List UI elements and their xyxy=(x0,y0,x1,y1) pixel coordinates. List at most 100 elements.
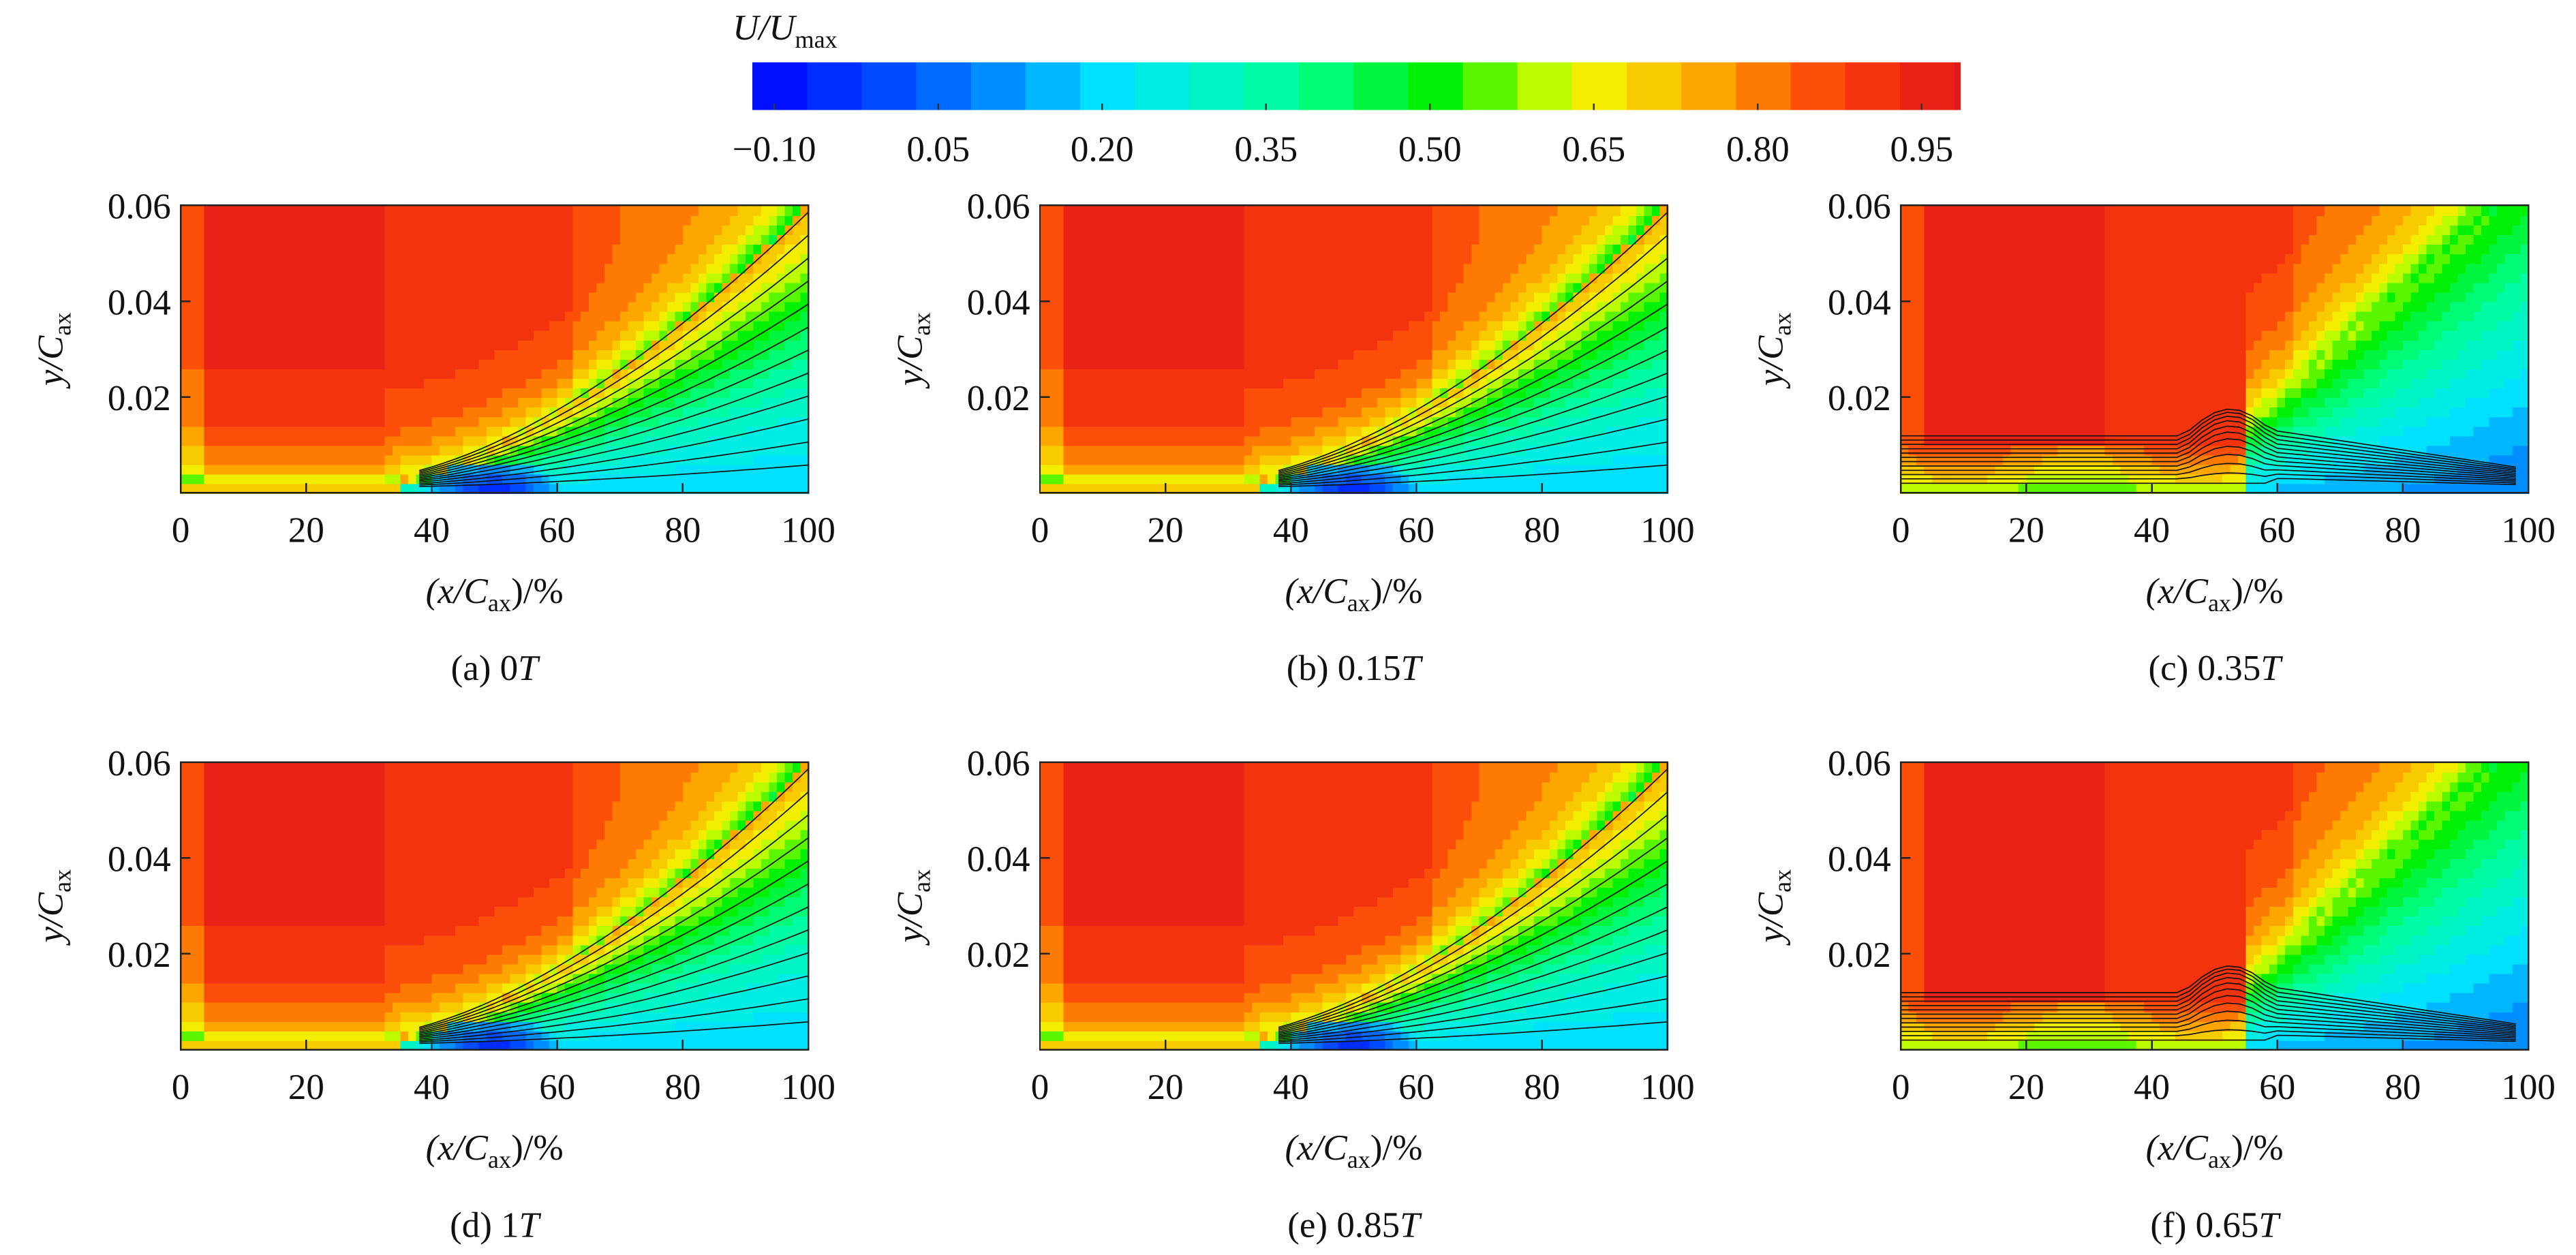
field-cell xyxy=(1510,272,1520,283)
field-cell xyxy=(471,301,480,312)
field-cell xyxy=(447,425,457,437)
field-cell xyxy=(1314,445,1323,456)
field-cell xyxy=(541,281,551,293)
field-cell xyxy=(212,272,221,283)
field-cell xyxy=(1251,243,1261,255)
field-cell xyxy=(1330,397,1339,408)
field-cell xyxy=(502,243,512,255)
field-cell xyxy=(800,454,810,465)
field-cell xyxy=(1338,330,1347,341)
field-cell xyxy=(313,358,323,369)
field-cell xyxy=(1283,454,1292,465)
field-cell xyxy=(1291,377,1300,389)
field-cell xyxy=(400,281,410,293)
field-cell xyxy=(643,474,653,484)
field-cell xyxy=(1494,243,1504,255)
field-cell xyxy=(1557,215,1567,226)
field-cell xyxy=(1126,377,1135,389)
field-cell xyxy=(416,445,425,456)
field-cell xyxy=(408,416,417,427)
field-cell xyxy=(181,387,190,399)
field-cell xyxy=(1377,387,1386,399)
field-cell xyxy=(1173,435,1182,446)
field-cell xyxy=(1141,253,1151,264)
field-cell xyxy=(1471,205,1481,216)
field-cell xyxy=(1087,243,1097,255)
field-cell xyxy=(408,474,417,484)
field-cell xyxy=(793,406,802,418)
field-cell xyxy=(1400,320,1410,331)
field-cell xyxy=(494,292,504,303)
field-cell xyxy=(722,292,731,303)
field-cell xyxy=(1141,445,1151,456)
field-cell xyxy=(369,215,378,226)
field-cell xyxy=(1181,416,1191,427)
field-cell xyxy=(1259,349,1269,360)
field-cell xyxy=(1079,406,1088,418)
field-cell xyxy=(1181,349,1191,360)
field-cell xyxy=(494,234,504,245)
field-cell xyxy=(408,368,417,379)
field-cell xyxy=(1094,445,1104,456)
field-cell xyxy=(1510,301,1520,312)
field-cell xyxy=(1157,406,1167,418)
field-cell xyxy=(212,425,221,437)
field-cell xyxy=(1283,397,1292,408)
field-cell xyxy=(619,215,629,226)
field-cell xyxy=(204,416,213,427)
field-cell xyxy=(290,339,300,350)
field-cell xyxy=(290,253,300,264)
field-cell xyxy=(1471,224,1481,236)
field-cell xyxy=(337,387,347,399)
field-cell xyxy=(361,387,370,399)
field-cell xyxy=(525,406,535,418)
field-cell xyxy=(440,224,449,236)
field-cell xyxy=(204,435,213,446)
field-cell xyxy=(235,215,245,226)
field-cell xyxy=(1409,243,1417,255)
field-cell xyxy=(1314,387,1323,399)
field-cell xyxy=(424,301,433,312)
field-cell xyxy=(1047,349,1057,360)
field-cell xyxy=(745,224,754,236)
field-cell xyxy=(494,205,504,216)
field-cell xyxy=(612,311,622,322)
field-cell xyxy=(1361,349,1370,360)
field-cell xyxy=(1377,253,1386,264)
field-cell xyxy=(1056,292,1064,303)
field-cell xyxy=(557,292,566,303)
field-cell xyxy=(745,205,754,216)
field-cell xyxy=(329,425,339,437)
field-cell xyxy=(494,416,504,427)
field-cell xyxy=(1409,253,1417,264)
field-cell xyxy=(619,483,629,494)
field-cell xyxy=(1118,262,1128,274)
field-cell xyxy=(408,224,417,236)
field-cell xyxy=(1094,474,1104,484)
field-cell xyxy=(557,311,566,322)
field-cell xyxy=(431,425,441,437)
field-cell xyxy=(400,445,410,456)
field-cell xyxy=(235,234,245,245)
field-cell xyxy=(228,358,237,369)
field-cell xyxy=(431,330,441,341)
field-cell xyxy=(1244,215,1253,226)
field-cell xyxy=(518,339,527,350)
field-cell xyxy=(525,205,535,216)
field-cell xyxy=(1463,330,1473,341)
field-cell xyxy=(1118,330,1128,341)
colorbar-tick-label: 0.50 xyxy=(1398,129,1462,169)
field-cell xyxy=(1456,301,1465,312)
field-cell xyxy=(181,464,190,475)
field-cell xyxy=(1503,243,1512,255)
field-cell xyxy=(612,281,622,293)
field-cell xyxy=(777,215,786,226)
field-cell xyxy=(675,483,684,494)
field-cell xyxy=(1487,320,1497,331)
field-cell xyxy=(1275,358,1285,369)
field-cell xyxy=(329,330,339,341)
field-cell xyxy=(1189,262,1198,274)
field-cell xyxy=(1392,301,1402,312)
field-cell xyxy=(1503,272,1512,283)
field-cell xyxy=(753,215,763,226)
